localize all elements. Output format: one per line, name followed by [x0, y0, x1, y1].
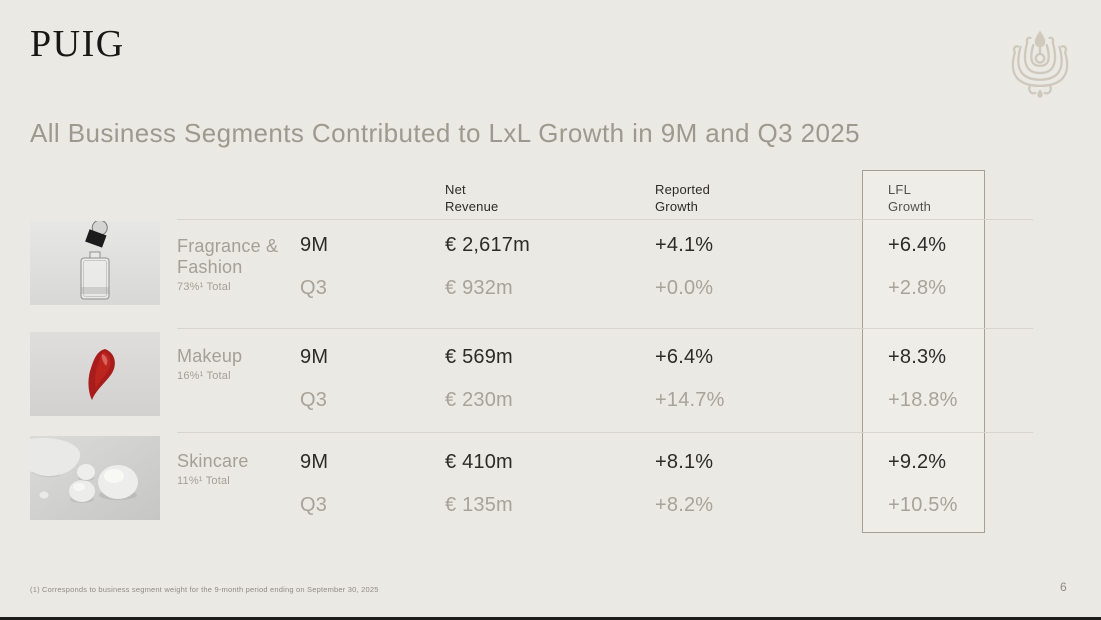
segment-name: Skincare — [177, 451, 249, 471]
period-label-9m: 9M — [300, 346, 329, 368]
net-revenue-q3: € 932m — [445, 277, 513, 299]
lfl-growth-q3: +10.5% — [888, 494, 958, 516]
segment-name: Makeup — [177, 346, 243, 366]
makeup-swatch-photo — [30, 332, 160, 416]
column-header-reported-growth: Reported Growth — [655, 182, 711, 214]
page-number: 6 — [1060, 580, 1067, 594]
slide-bottom-edge — [0, 617, 1101, 620]
reported-growth-9m: +4.1% — [655, 234, 714, 256]
reported-growth-q3: +14.7% — [655, 389, 725, 411]
reported-growth-9m: +8.1% — [655, 451, 714, 473]
reported-growth-q3: +0.0% — [655, 277, 714, 299]
period-label-q3: Q3 — [300, 494, 328, 516]
period-label-9m: 9M — [300, 234, 329, 256]
footnote: (1) Corresponds to business segment weig… — [30, 585, 379, 594]
period-label-q3: Q3 — [300, 389, 328, 411]
puig-emblem-icon — [1011, 30, 1069, 98]
row-divider — [177, 328, 1033, 329]
perfume-cap — [85, 221, 108, 248]
lfl-growth-q3: +2.8% — [888, 277, 947, 299]
segment-label-makeup: Makeup 16%¹ Total — [177, 346, 291, 382]
net-revenue-q3: € 230m — [445, 389, 513, 411]
skincare-droplets-photo — [30, 436, 160, 520]
period-label-9m: 9M — [300, 451, 329, 473]
column-header-lfl-growth: LFL Growth — [888, 182, 932, 214]
lfl-growth-q3: +18.8% — [888, 389, 958, 411]
reported-growth-9m: +6.4% — [655, 346, 714, 368]
segment-weight: 73%¹ Total — [177, 281, 231, 293]
net-revenue-9m: € 410m — [445, 451, 513, 473]
segment-label-skincare: Skincare 11%¹ Total — [177, 451, 291, 487]
lfl-growth-9m: +9.2% — [888, 451, 947, 473]
slide-title: All Business Segments Contributed to LxL… — [30, 118, 861, 148]
header-divider — [177, 219, 1033, 220]
row-divider — [177, 432, 1033, 433]
segment-weight: 16%¹ Total — [177, 370, 231, 382]
segment-name: Fragrance & Fashion — [177, 236, 279, 277]
reported-growth-q3: +8.2% — [655, 494, 714, 516]
lfl-growth-9m: +8.3% — [888, 346, 947, 368]
fragrance-fashion-photo — [30, 221, 160, 305]
segment-label-fragrance-fashion: Fragrance & Fashion 73%¹ Total — [177, 236, 291, 293]
puig-wordmark: PUIG — [30, 23, 125, 65]
net-revenue-q3: € 135m — [445, 494, 513, 516]
period-label-q3: Q3 — [300, 277, 328, 299]
segment-weight: 11%¹ Total — [177, 475, 230, 487]
lfl-growth-9m: +6.4% — [888, 234, 947, 256]
net-revenue-9m: € 569m — [445, 346, 513, 368]
column-header-net-revenue: Net Revenue — [445, 182, 499, 214]
net-revenue-9m: € 2,617m — [445, 234, 530, 256]
lfl-growth-highlight-box — [862, 170, 985, 533]
